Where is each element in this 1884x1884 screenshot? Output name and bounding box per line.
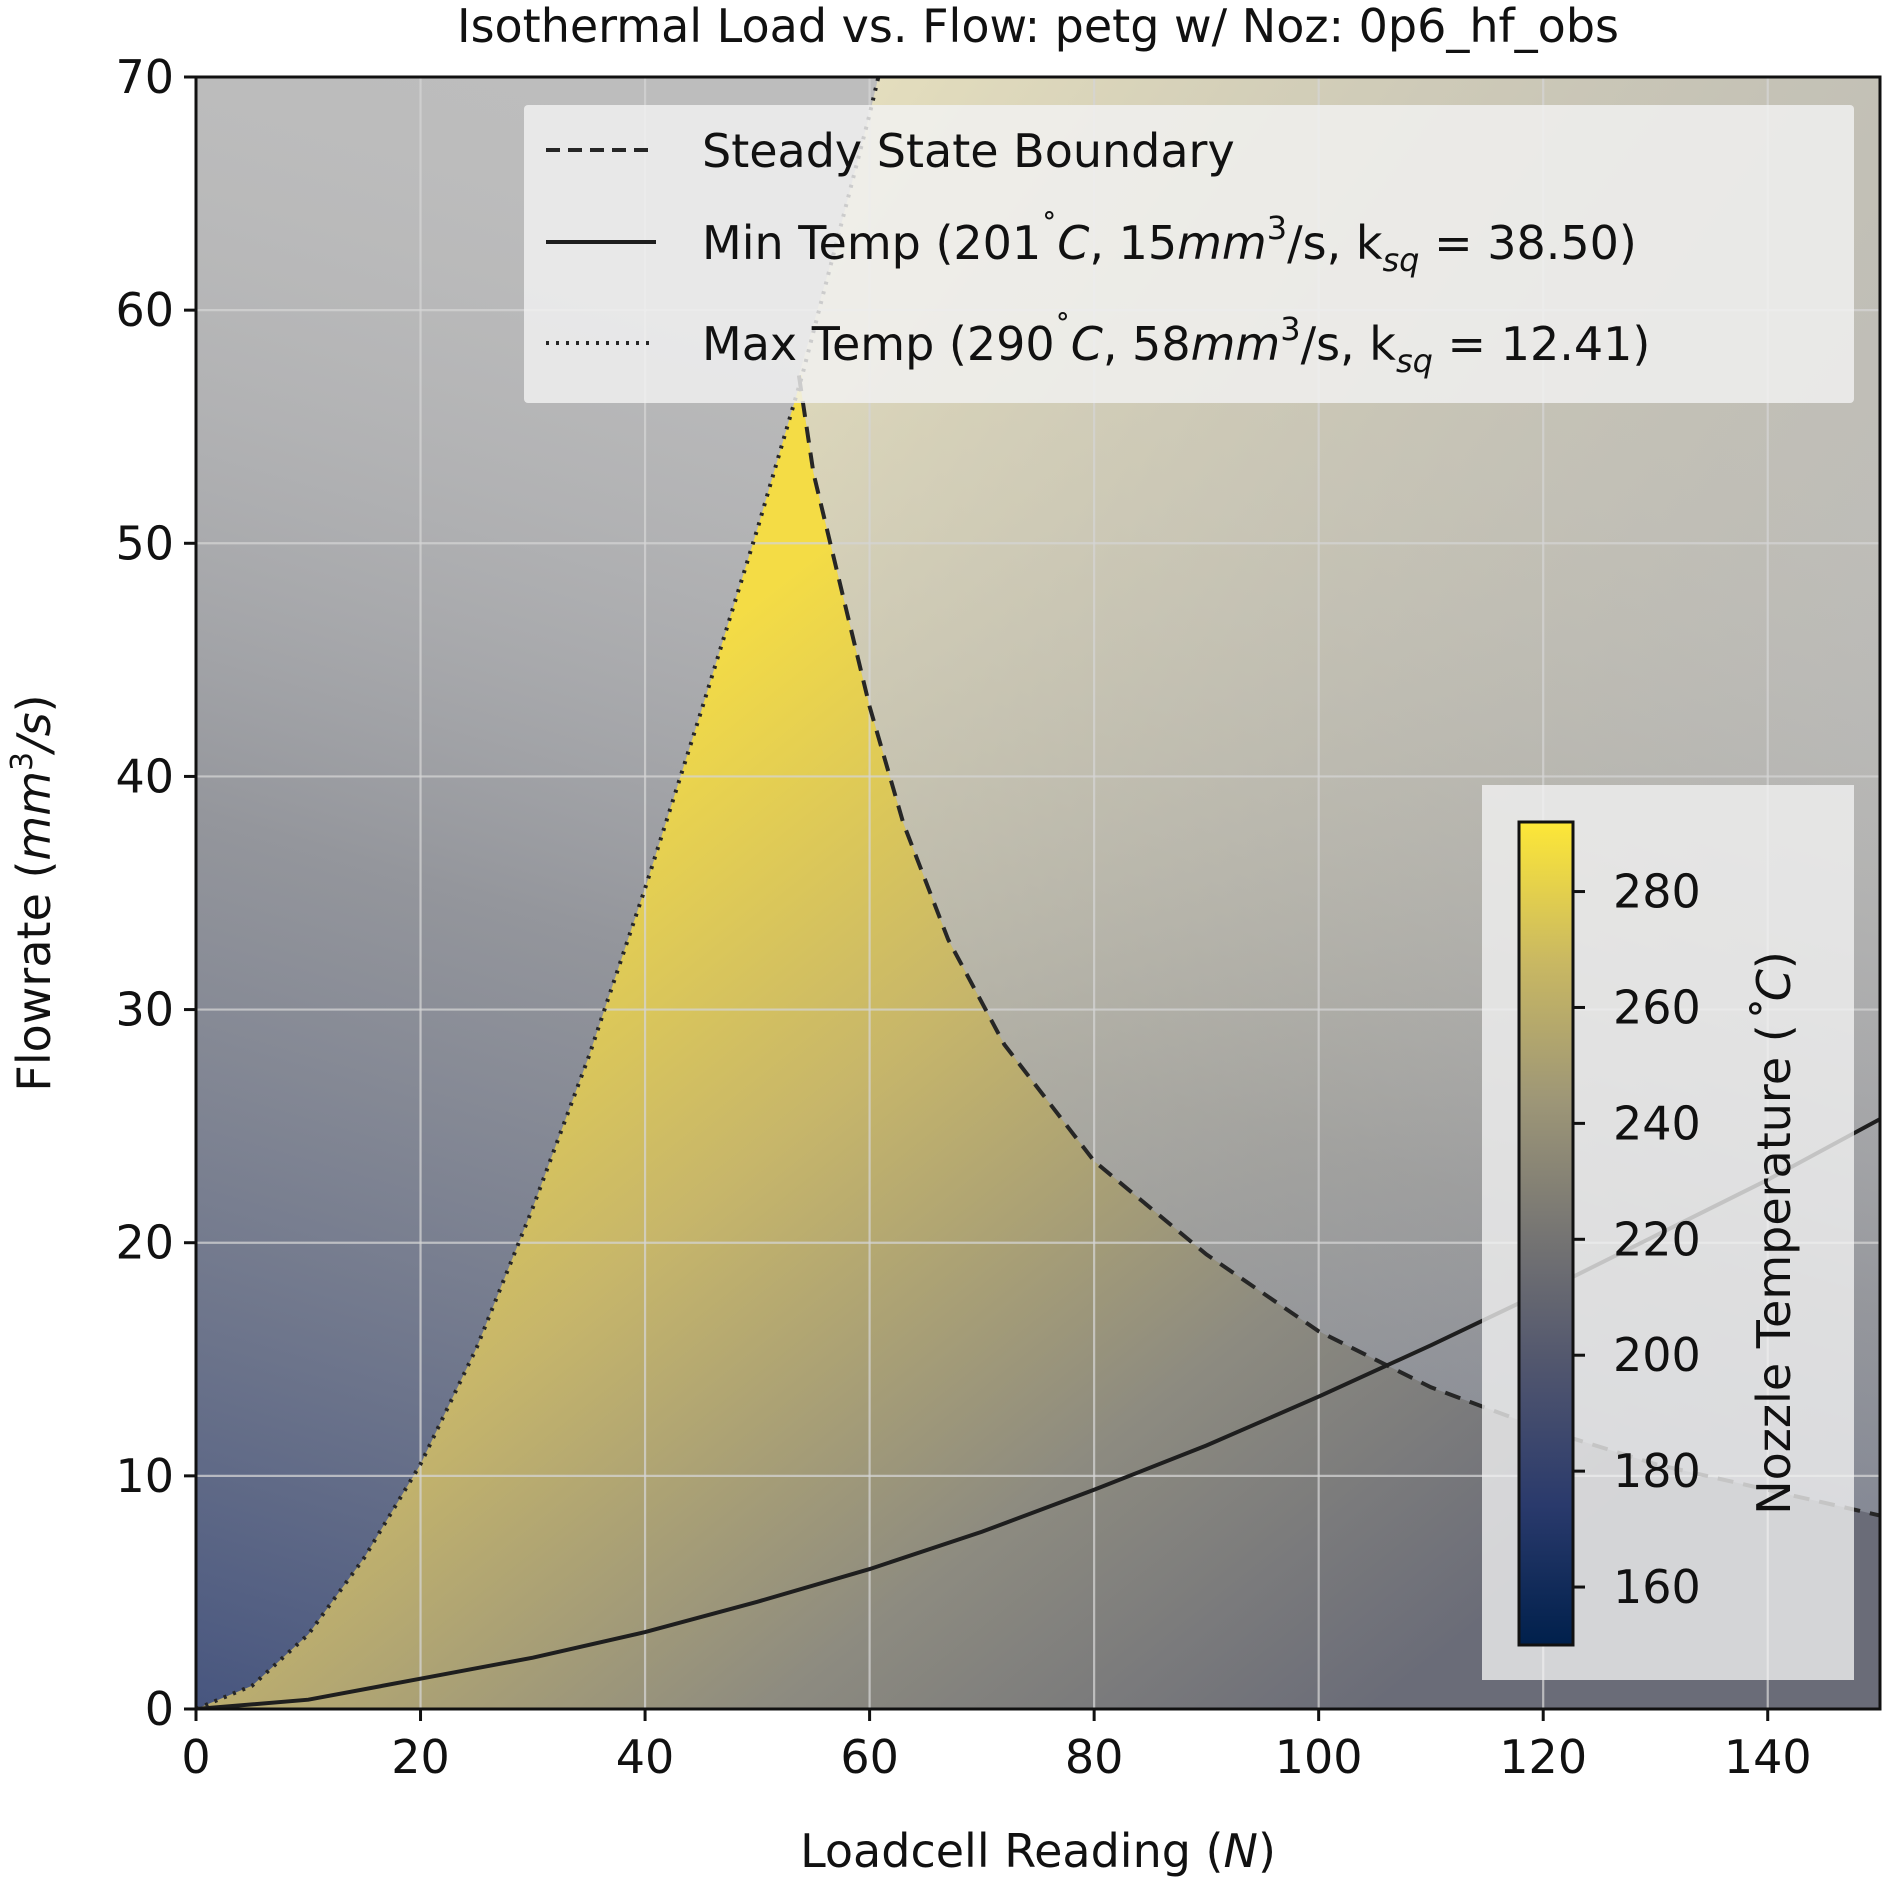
legend-label-min-temp: Min Temp (201˚C, 15mm3/s, ksq = 38.50) bbox=[702, 209, 1637, 279]
y-tick-label: 70 bbox=[115, 50, 174, 104]
colorbar-tick-label: 280 bbox=[1613, 865, 1701, 919]
x-tick-label: 100 bbox=[1275, 1730, 1363, 1784]
steady-state-region bbox=[196, 375, 1880, 1709]
colorbar-tick-label: 220 bbox=[1613, 1212, 1701, 1266]
legend-label-steady-state: Steady State Boundary bbox=[702, 124, 1235, 178]
colorbar-tick-label: 160 bbox=[1613, 1560, 1701, 1614]
x-tick-label: 20 bbox=[391, 1730, 450, 1784]
colorbar-label: Nozzle Temperature (˚C) bbox=[1747, 951, 1801, 1515]
colorbar: 160 180 200 220 240 260 280 Nozzle Temperature… bbox=[1482, 785, 1854, 1680]
colorbar-gradient bbox=[1517, 820, 1575, 1647]
x-axis-ticks: 0 20 40 60 80 100 120 140 bbox=[181, 1709, 1812, 1784]
x-axis-label: Loadcell Reading (N) bbox=[800, 1824, 1276, 1878]
y-tick-label: 60 bbox=[115, 283, 174, 337]
legend: Steady State Boundary Min Temp (201˚C, 1… bbox=[524, 105, 1854, 403]
y-tick-label: 40 bbox=[115, 749, 174, 803]
legend-label-max-temp: Max Temp (290˚C, 58mm3/s, ksq = 12.41) bbox=[702, 310, 1650, 380]
legend-box bbox=[524, 105, 1854, 403]
y-tick-label: 0 bbox=[145, 1682, 174, 1736]
x-tick-label: 80 bbox=[1065, 1730, 1124, 1784]
x-tick-label: 60 bbox=[840, 1730, 899, 1784]
x-tick-label: 140 bbox=[1724, 1730, 1812, 1784]
x-tick-label: 0 bbox=[181, 1730, 210, 1784]
colorbar-tick-label: 180 bbox=[1613, 1444, 1701, 1498]
colorbar-tick-label: 200 bbox=[1613, 1328, 1701, 1382]
y-tick-label: 50 bbox=[115, 516, 174, 570]
chart-title: Isothermal Load vs. Flow: petg w/ Noz: 0… bbox=[457, 0, 1619, 53]
x-tick-label: 120 bbox=[1499, 1730, 1587, 1784]
colorbar-tick-label: 240 bbox=[1613, 1096, 1701, 1150]
colorbar-tick-label: 260 bbox=[1613, 980, 1701, 1034]
series-max-temp bbox=[196, 77, 881, 1709]
y-axis-ticks: 0 10 20 30 40 50 60 70 bbox=[115, 50, 196, 1736]
colorbar-ticks: 160 180 200 220 240 260 280 bbox=[1573, 865, 1701, 1614]
axes-frame bbox=[194, 75, 1882, 1711]
y-axis-label: Flowrate (mm3/s) bbox=[5, 694, 61, 1091]
y-tick-label: 10 bbox=[115, 1449, 174, 1503]
y-tick-label: 20 bbox=[115, 1216, 174, 1270]
y-tick-label: 30 bbox=[115, 983, 174, 1037]
x-tick-label: 40 bbox=[616, 1730, 675, 1784]
